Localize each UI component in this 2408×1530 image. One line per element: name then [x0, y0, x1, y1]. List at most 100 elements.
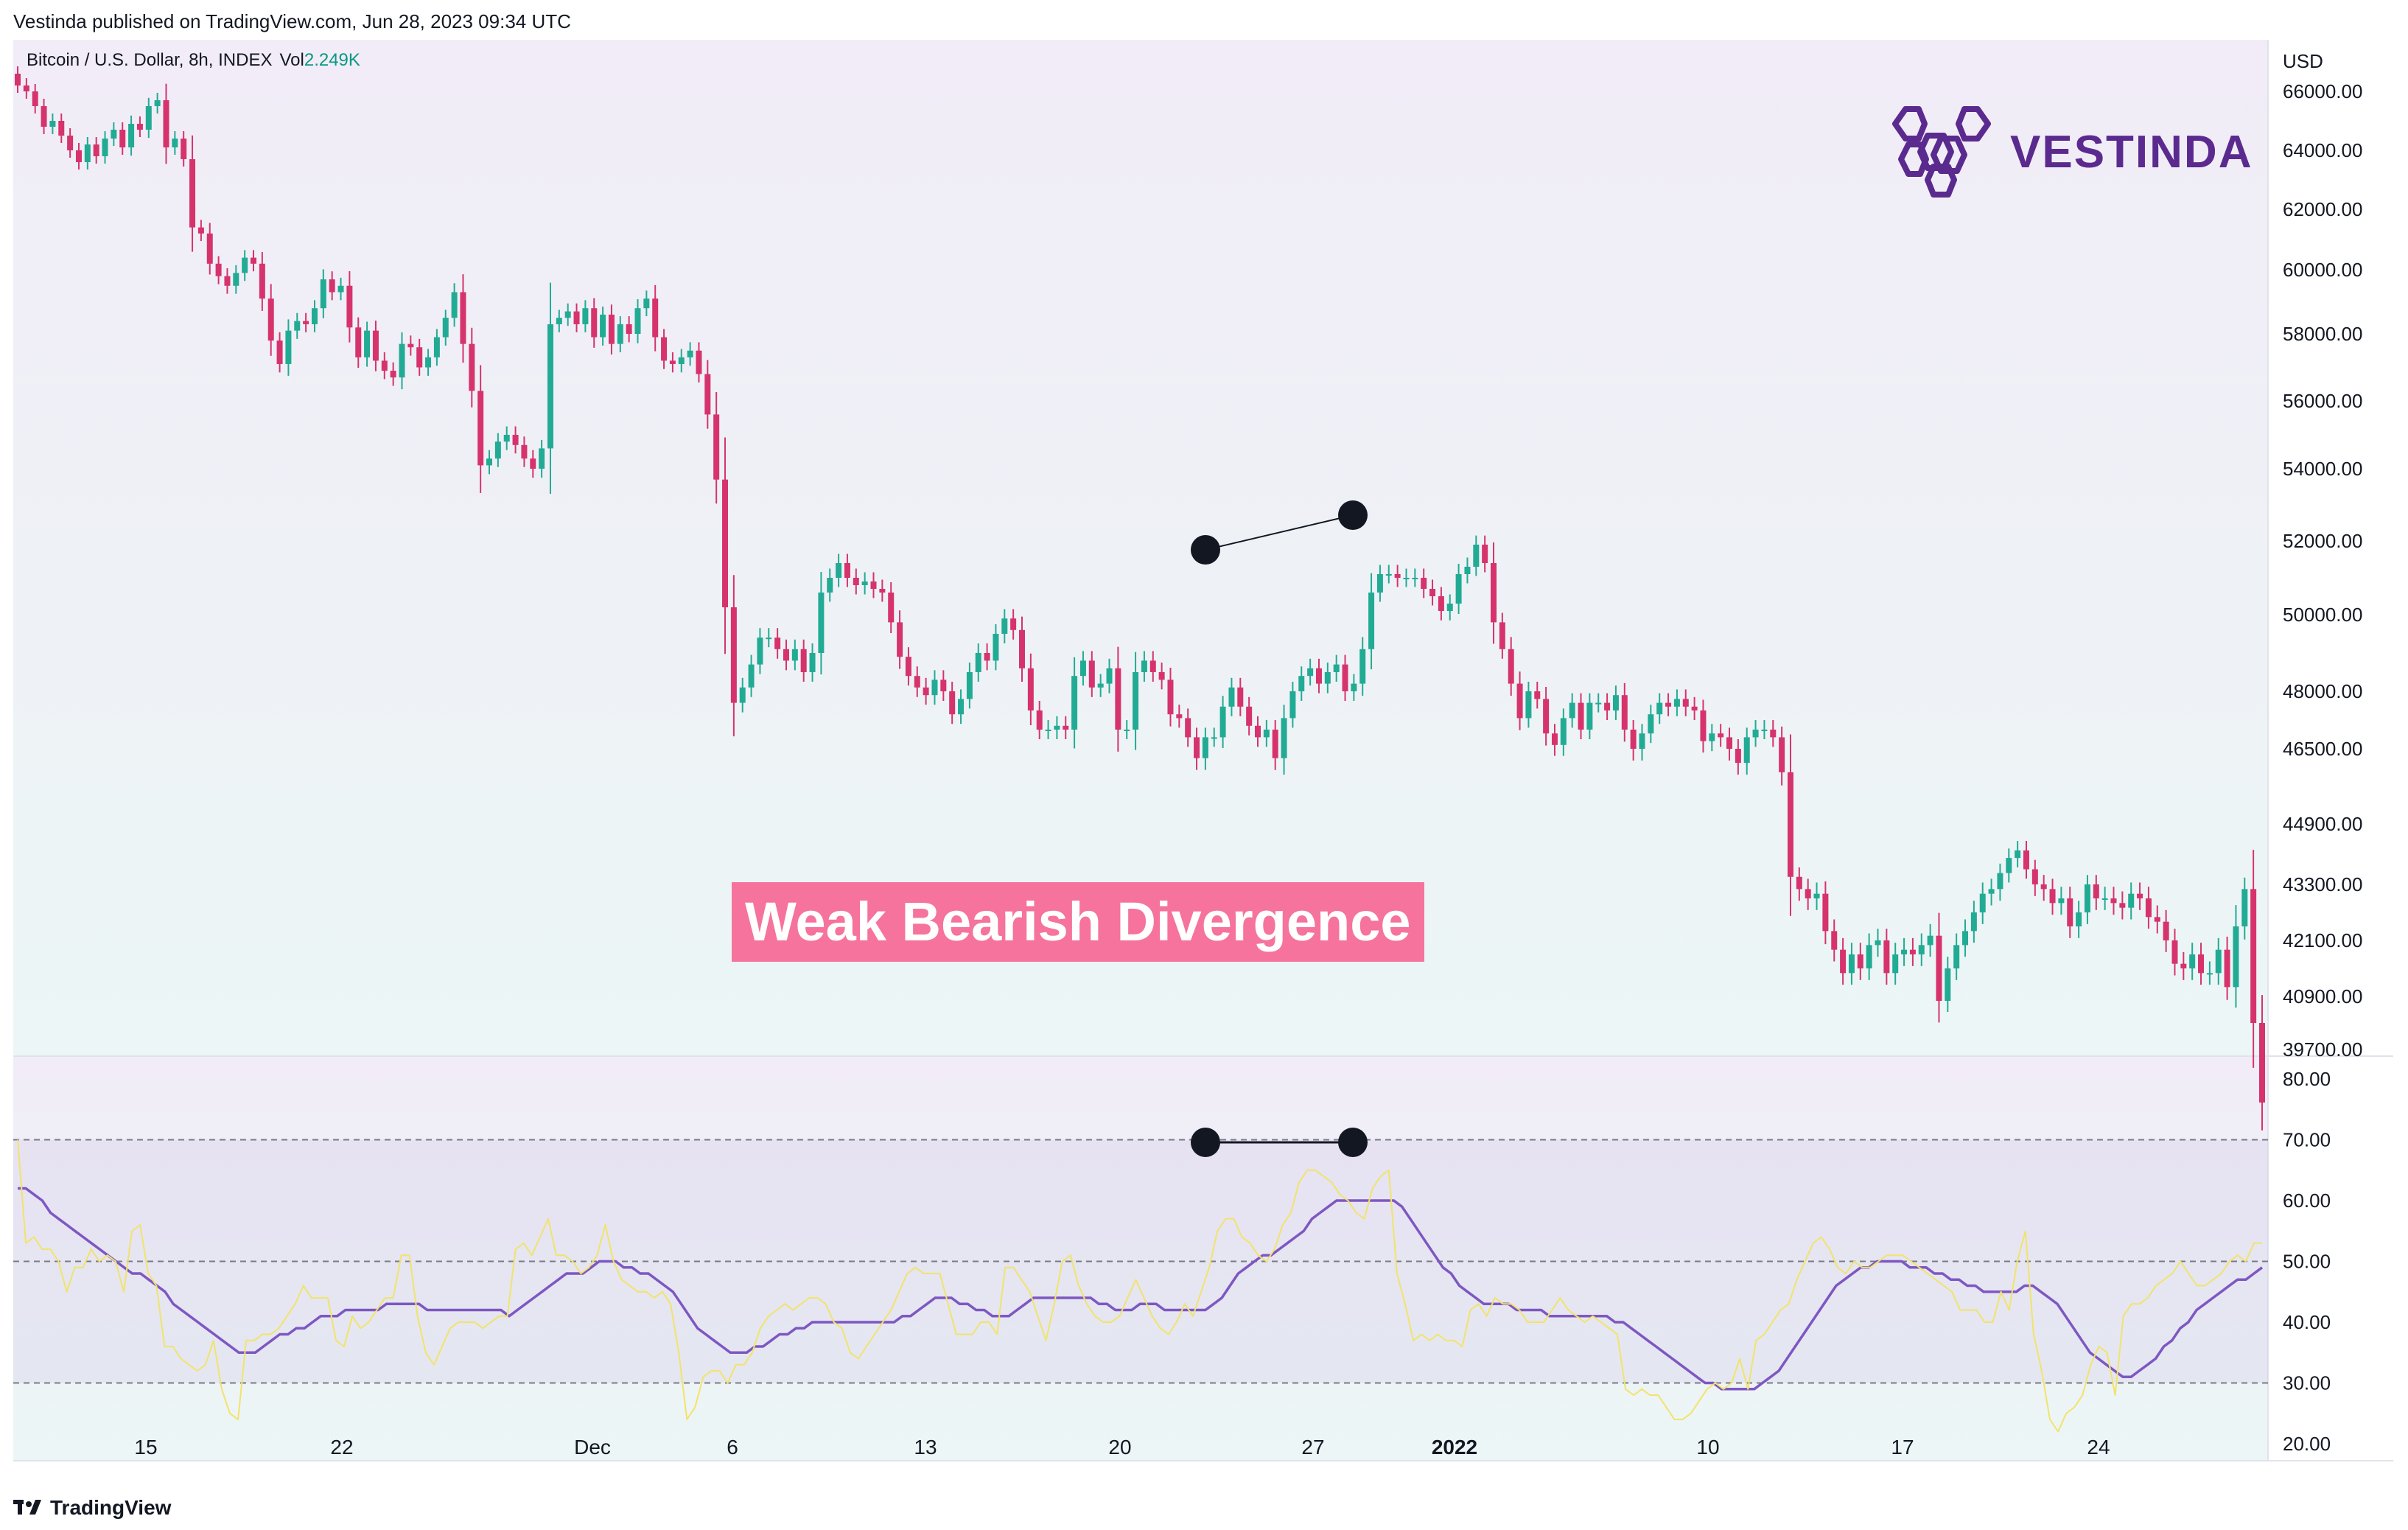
candle-body — [696, 350, 702, 374]
candle-body — [1787, 772, 1793, 877]
volume-label: Vol2.249K — [279, 50, 360, 71]
candle-body — [1482, 545, 1488, 563]
candle-body — [547, 324, 553, 449]
candle-body — [993, 634, 999, 661]
candle-body — [1063, 725, 1069, 730]
symbol-legend[interactable]: Bitcoin / U.S. Dollar, 8h, INDEX Vol2.24… — [27, 50, 360, 71]
candle-body — [2163, 921, 2169, 940]
price-tick-label: 48000.00 — [2283, 680, 2362, 702]
chart-area[interactable]: USD 66000.00 64000.00 62000.00 60000.00 5800… — [13, 40, 2393, 1477]
time-tick-label: 22 — [330, 1436, 353, 1459]
hexagon-logo-icon — [1892, 106, 1991, 198]
rsi-tick-label: 70.00 — [2283, 1129, 2331, 1151]
candle-body — [2093, 884, 2099, 898]
candle-body — [748, 664, 755, 688]
candle-body — [1255, 725, 1261, 738]
candle-body — [1359, 649, 1366, 684]
candle-body — [678, 357, 685, 364]
price-ticks: 66000.00 64000.00 62000.00 60000.00 58000.00… — [2283, 80, 2362, 1061]
rsi-ma-line — [17, 1139, 2262, 1433]
candle-body — [49, 121, 56, 127]
candle-body — [259, 263, 265, 299]
candle-body — [1149, 660, 1156, 672]
candle-body — [407, 343, 414, 348]
footer[interactable]: TradingView — [13, 1493, 171, 1523]
price-tick-label: 46500.00 — [2283, 738, 2362, 760]
candle-body — [1595, 702, 1602, 705]
candle-body — [1403, 578, 1410, 579]
price-tick-label: 60000.00 — [2283, 259, 2362, 281]
candle-body — [1630, 730, 1637, 749]
candle-body — [1648, 714, 1654, 734]
price-tick-label: 43300.00 — [2283, 873, 2362, 895]
candle-body — [58, 121, 65, 136]
candle-body — [1551, 733, 1558, 745]
candle-body — [1324, 672, 1331, 684]
candle-body — [2119, 903, 2126, 908]
candle-body — [652, 298, 659, 338]
candle-body — [67, 136, 74, 150]
candle-body — [102, 139, 108, 156]
candle-body — [1421, 578, 1427, 589]
candle-body — [1237, 687, 1244, 707]
time-tick-label: 15 — [134, 1436, 157, 1459]
candle-body — [128, 124, 135, 147]
candle-body — [111, 130, 117, 139]
candle-body — [1779, 737, 1785, 772]
candle-body — [853, 578, 859, 585]
candle-body — [364, 330, 371, 357]
candle-body — [1927, 935, 1933, 946]
candle-body — [827, 578, 833, 593]
candle-body — [2101, 898, 2108, 900]
candle-body — [1412, 578, 1418, 579]
candle-body — [163, 100, 169, 147]
candle-body — [1543, 699, 1550, 734]
candle-body — [119, 130, 126, 147]
candle-body — [2189, 954, 2196, 968]
candle-body — [1106, 668, 1113, 684]
candle-body — [206, 233, 213, 264]
candle-body — [1263, 730, 1270, 738]
candle-body — [1228, 687, 1235, 707]
candle-body — [521, 444, 528, 459]
candle-body — [1054, 725, 1060, 730]
candle-body — [320, 279, 326, 309]
candle-body — [1219, 706, 1226, 738]
candle-body — [1831, 931, 1838, 950]
candle-body — [154, 100, 161, 106]
rsi-divergence-dot-left — [1191, 1128, 1220, 1157]
chart-svg[interactable]: USD 66000.00 64000.00 62000.00 60000.00 5800… — [13, 40, 2393, 1477]
candle-body — [2040, 884, 2047, 890]
vestinda-logo: VESTINDA — [1886, 103, 2253, 200]
rsi-line — [18, 1187, 2264, 1391]
candle-body — [2049, 889, 2056, 904]
candle-body — [984, 653, 990, 661]
candle-body — [84, 144, 91, 162]
time-tick-label: 6 — [727, 1436, 738, 1459]
rsi-tick-label: 80.00 — [2283, 1068, 2331, 1090]
candle-body — [93, 144, 99, 156]
candle-body — [626, 324, 632, 334]
candle-body — [687, 350, 693, 357]
candle-body — [1665, 702, 1672, 707]
price-tick-label: 54000.00 — [2283, 458, 2362, 480]
candle-body — [1682, 699, 1689, 707]
candle-body — [512, 435, 519, 445]
candle-body — [643, 298, 650, 309]
candle-body — [1176, 714, 1183, 719]
candle-body — [931, 680, 938, 696]
candle-body — [503, 435, 510, 442]
price-tick-label: 50000.00 — [2283, 604, 2362, 626]
candle-body — [1071, 676, 1078, 730]
candle-body — [251, 257, 257, 264]
candle-body — [1491, 563, 1497, 623]
candle-body — [897, 622, 903, 657]
candle-body — [32, 91, 38, 106]
candle-body — [1979, 893, 1986, 912]
candle-body — [888, 593, 895, 623]
candle-body — [2006, 858, 2012, 873]
candle-body — [2154, 917, 2160, 922]
time-tick-label: 2022 — [1432, 1436, 1477, 1459]
price-tick-label: 39700.00 — [2283, 1038, 2362, 1061]
candle-body — [730, 607, 737, 703]
